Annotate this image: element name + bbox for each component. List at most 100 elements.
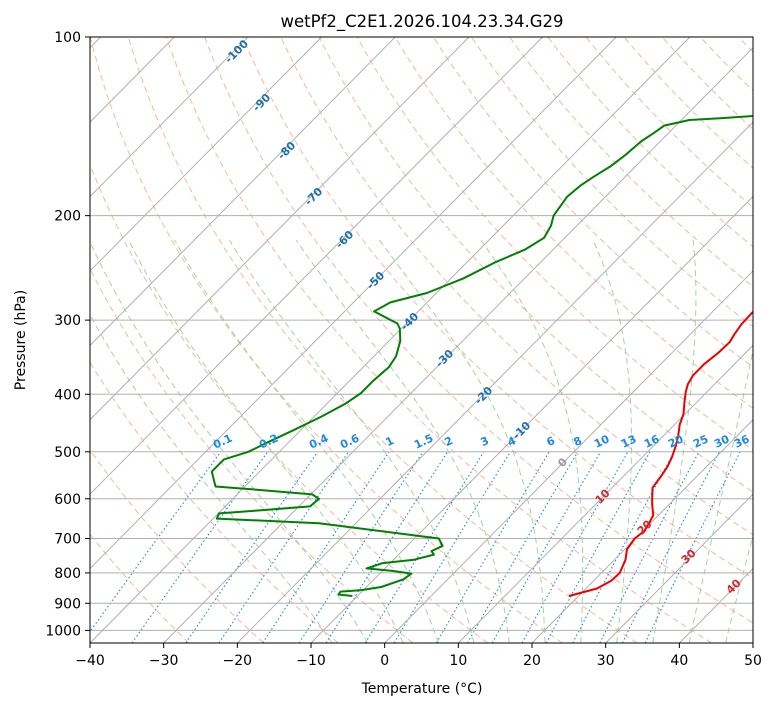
moist-adiabat-label: 40 <box>724 576 744 596</box>
mixing-ratio-lines <box>90 451 741 643</box>
isotherm-line <box>90 37 470 421</box>
mixing-ratio-label: 3 <box>479 434 491 449</box>
mixing-ratio-label: 1.5 <box>412 432 435 452</box>
dry-adiabat <box>280 37 753 536</box>
y-tick-label: 100 <box>54 30 81 46</box>
dry-adiabat <box>661 37 753 130</box>
isotherm-line <box>605 493 753 643</box>
mixing-ratio-label: 8 <box>572 434 584 449</box>
x-tick-label: −30 <box>149 653 179 669</box>
x-tick-label: 40 <box>670 653 688 669</box>
y-tick-label: 500 <box>54 445 81 461</box>
plot-frame <box>89 36 754 644</box>
y-axis-label: Pressure (hPa) <box>13 290 29 390</box>
sounding-profiles <box>210 114 753 597</box>
isotherm-grid <box>90 37 753 643</box>
dry-adiabat <box>90 449 264 643</box>
x-tick-label: −20 <box>223 653 253 669</box>
mixing-ratio-label: 36 <box>732 432 752 450</box>
dry-adiabat <box>318 37 753 493</box>
plot-area: -100-90-80-70-60-50-40-30-20-100.1 0.2 0.4… <box>90 37 753 643</box>
mixing-ratio-line <box>298 451 424 643</box>
mixing-ratio-label: 1 <box>384 434 396 449</box>
mixing-ratio-line <box>545 451 651 643</box>
dry-adiabat-label: -80 <box>275 139 298 162</box>
dry-adiabat-label: -60 <box>333 228 356 251</box>
y-tick-label: 700 <box>54 532 81 548</box>
dry-adiabat <box>127 37 638 643</box>
moist-adiabat-label: 30 <box>679 546 699 566</box>
mixing-ratio-line <box>393 451 511 643</box>
x-tick-label: 0 <box>380 653 389 669</box>
y-tick-label: 200 <box>54 209 81 225</box>
mixing-ratio-label: 13 <box>619 432 638 450</box>
x-tick-label: −40 <box>75 653 105 669</box>
moist-adiabat <box>128 239 404 643</box>
dry-adiabat <box>356 37 753 451</box>
mixing-ratio-label: 10 <box>592 432 612 450</box>
x-tick-label: 50 <box>744 653 762 669</box>
mixing-ratio-line <box>364 451 485 643</box>
isotherm-line <box>384 270 753 643</box>
y-tick-label: 400 <box>54 387 81 403</box>
mixing-ratio-label: 6 <box>545 434 558 449</box>
dry-adiabat <box>90 267 414 643</box>
dry-adiabat <box>204 37 753 624</box>
mixing-ratio-label: 0.2 <box>257 432 280 452</box>
mixing-ratio-label: 0.1 <box>211 432 234 452</box>
isotherm-line <box>163 47 753 643</box>
isotherm-line <box>90 37 617 570</box>
dry-adiabat <box>394 37 753 409</box>
y-tick-label: 600 <box>54 492 81 508</box>
moist-adiabat <box>295 239 510 643</box>
isotherm-line <box>90 37 322 272</box>
isotherm-line <box>457 344 753 643</box>
y-tick-label: 800 <box>54 566 81 582</box>
dry-adiabat <box>242 37 753 580</box>
mixing-ratio-label: 0.6 <box>338 431 361 451</box>
x-tick-label: −10 <box>296 653 326 669</box>
x-axis-ticks: −40 −30 −20 −10 0 10 20 30 40 50 <box>75 643 762 669</box>
isotherm-line <box>90 37 249 198</box>
x-tick-label: 30 <box>597 653 615 669</box>
mixing-ratio-label: 16 <box>642 432 662 450</box>
mixing-ratio-line <box>644 451 741 643</box>
mixing-ratio-line <box>218 451 349 643</box>
mixing-ratio-label: 25 <box>691 432 710 450</box>
y-axis-ticks: 100 200 300 400 500 600 700 800 900 1000 <box>45 30 90 639</box>
mixing-ratio-line <box>185 451 319 643</box>
dry-adiabats <box>90 37 753 643</box>
isotherm-line <box>531 419 753 643</box>
mixing-ratio-line <box>621 451 720 643</box>
moist-adiabat-label: 20 <box>635 517 655 537</box>
y-tick-label: 900 <box>54 596 81 612</box>
mixing-ratio-line <box>599 451 700 643</box>
dry-adiabat-label: -90 <box>250 91 273 114</box>
x-tick-label: 10 <box>449 653 467 669</box>
moist-adiabat <box>688 347 753 643</box>
mixing-ratio-line <box>90 451 222 633</box>
mixing-ratio-line <box>491 451 602 643</box>
dry-adiabat <box>90 37 563 643</box>
dry-adiabat <box>166 37 712 643</box>
moist-adiabat <box>480 239 584 643</box>
moist-adiabat <box>229 239 475 643</box>
isotherm-line <box>90 37 543 495</box>
isotherm-line <box>752 642 753 643</box>
dry-adiabat-label: -20 <box>472 384 495 407</box>
mixing-ratio-label: 0.4 <box>307 431 330 451</box>
dry-adiabat <box>509 37 753 288</box>
isotherm-line <box>90 37 691 643</box>
moist-adiabat <box>379 239 546 643</box>
mixing-ratio-label: 20 <box>666 432 686 450</box>
x-tick-label: 20 <box>523 653 541 669</box>
moist-adiabat <box>90 313 333 643</box>
dry-adiabat <box>90 361 339 643</box>
dry-adiabat <box>90 163 488 643</box>
moist-adiabat <box>652 240 697 643</box>
mixing-ratio-line <box>262 451 390 643</box>
mixing-ratio-line <box>325 451 449 643</box>
mixing-ratio-label: 2 <box>443 434 455 449</box>
isotherm-line <box>90 37 396 347</box>
